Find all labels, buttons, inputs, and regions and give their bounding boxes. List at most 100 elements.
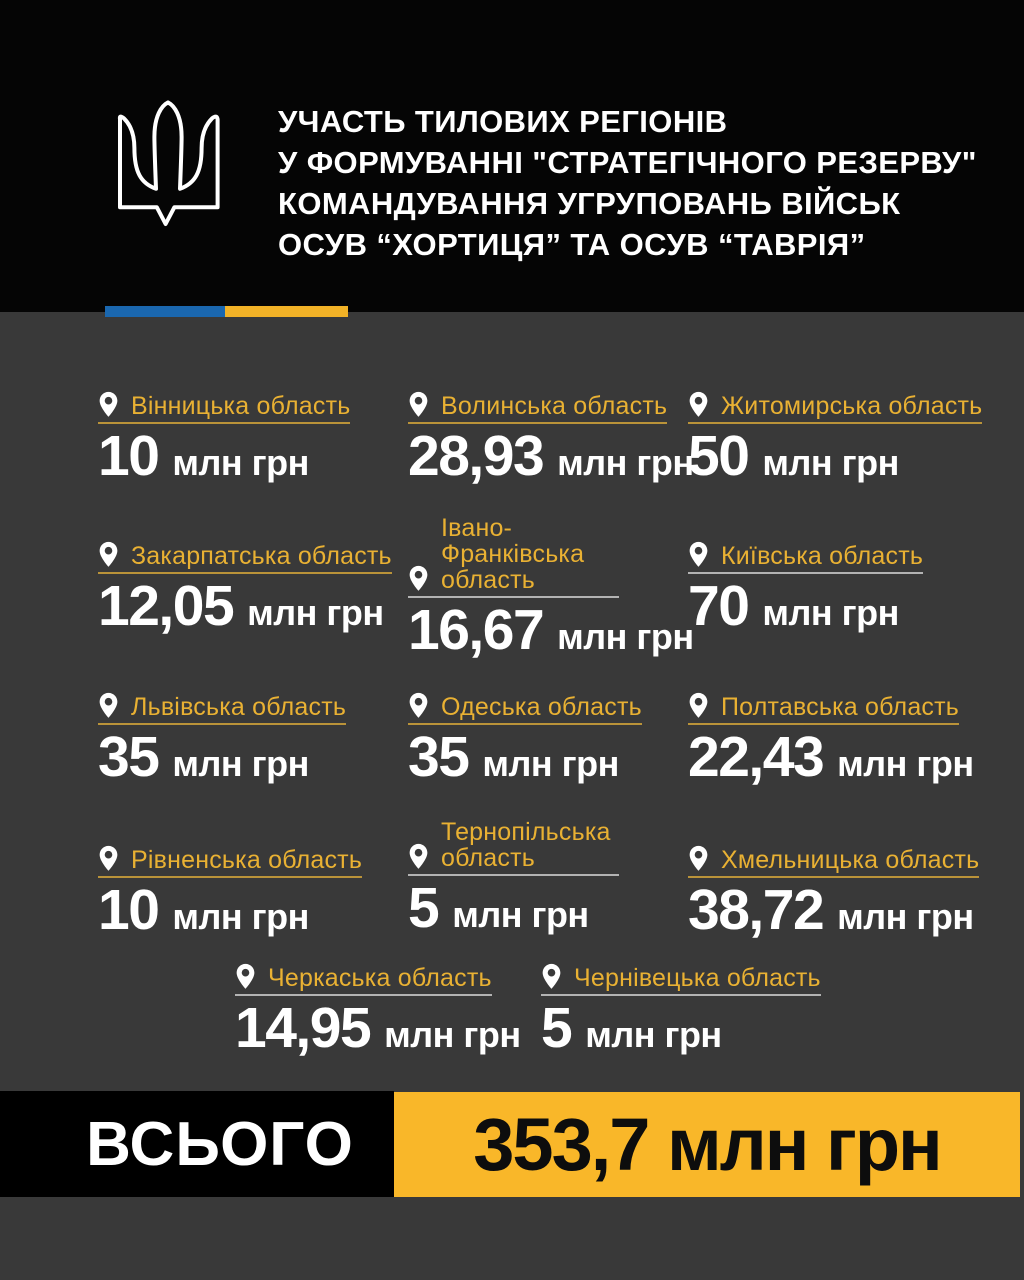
region-amount: 22,43 xyxy=(688,725,825,789)
region-entry: Хмельницька область 38,72 млн грн xyxy=(688,845,980,942)
region-unit: млн грн xyxy=(172,442,309,483)
region-value: 12,05 млн грн xyxy=(98,577,392,635)
region-name: Вінницька область xyxy=(131,392,351,420)
region-unit: млн грн xyxy=(452,894,589,935)
location-pin-icon xyxy=(99,391,118,417)
header-banner: УЧАСТЬ ТИЛОВИХ РЕГІОНІВ У ФОРМУВАННІ "СТ… xyxy=(0,0,1024,312)
region-amount: 35 xyxy=(408,725,470,789)
region-entry: Рівненська область 10 млн грн xyxy=(98,845,363,942)
region-entry: Житомирська область 50 млн грн xyxy=(688,391,983,488)
location-pin-icon xyxy=(542,963,561,989)
region-name: Житомирська область xyxy=(721,392,983,420)
region-label-row: Житомирська область xyxy=(688,391,983,424)
region-value: 16,67 млн грн xyxy=(408,598,694,662)
region-name: Одеська область xyxy=(441,693,642,721)
region-amount: 38,72 xyxy=(688,878,825,942)
region-amount: 16,67 xyxy=(408,598,545,662)
region-unit: млн грн xyxy=(557,616,694,657)
region-name: Чернівецька область xyxy=(574,964,821,992)
region-unit: млн грн xyxy=(762,442,899,483)
region-label-row: Одеська область xyxy=(408,692,642,725)
region-unit: млн грн xyxy=(384,1014,521,1055)
region-value: 5 млн грн xyxy=(541,996,821,1060)
region-value: 22,43 млн грн xyxy=(688,725,974,789)
flag-accent-bar xyxy=(105,306,348,317)
region-name: Львівська область xyxy=(131,693,347,721)
location-pin-icon xyxy=(99,845,118,871)
location-pin-icon xyxy=(689,541,708,567)
region-amount: 70 xyxy=(688,574,750,638)
region-label-row: Вінницька область xyxy=(98,391,351,424)
region-amount: 5 xyxy=(541,996,573,1060)
total-label-box: ВСЬОГО xyxy=(0,1091,394,1197)
region-amount: 35 xyxy=(98,725,160,789)
region-entry: Одеська область 35 млн грн xyxy=(408,692,642,789)
title-line: ОСУВ “ХОРТИЦЯ” ТА ОСУВ “ТАВРІЯ” xyxy=(278,227,866,262)
location-pin-icon xyxy=(409,692,428,718)
location-pin-icon xyxy=(99,692,118,718)
location-pin-icon xyxy=(409,843,428,869)
region-unit: млн грн xyxy=(837,743,974,784)
region-value: 38,72 млн грн xyxy=(688,878,979,942)
location-pin-icon xyxy=(99,541,118,567)
region-entry: Черкаська область 14,95 млн грн xyxy=(235,963,521,1060)
accent-yellow-segment xyxy=(225,306,348,317)
region-unit: млн грн xyxy=(482,743,619,784)
region-unit: млн грн xyxy=(172,743,309,784)
region-amount: 28,93 xyxy=(408,424,545,488)
title-line: УЧАСТЬ ТИЛОВИХ РЕГІОНІВ xyxy=(278,104,728,139)
total-value-box: 353,7 млн грн xyxy=(394,1092,1020,1197)
region-entry: Івано-Франківська область 16,67 млн грн xyxy=(408,514,694,662)
region-value: 5 млн грн xyxy=(408,876,619,940)
region-entry: Київська область 70 млн грн xyxy=(688,541,924,638)
region-label-row: Черкаська область xyxy=(235,963,492,996)
region-entry: Вінницька область 10 млн грн xyxy=(98,391,351,488)
region-name: Рівненська область xyxy=(131,846,363,874)
region-amount: 10 xyxy=(98,878,160,942)
region-label-row: Волинська область xyxy=(408,391,668,424)
region-label-row: Рівненська область xyxy=(98,845,363,878)
location-pin-icon xyxy=(689,391,708,417)
region-value: 35 млн грн xyxy=(408,725,642,789)
region-entry: Полтавська область 22,43 млн грн xyxy=(688,692,974,789)
region-unit: млн грн xyxy=(585,1014,722,1055)
total-value: 353,7 млн грн xyxy=(473,1103,942,1186)
region-value: 14,95 млн грн xyxy=(235,996,521,1060)
accent-blue-segment xyxy=(105,306,225,317)
region-name: Київська область xyxy=(721,542,924,570)
region-amount: 5 xyxy=(408,876,440,940)
region-unit: млн грн xyxy=(247,592,384,633)
region-value: 10 млн грн xyxy=(98,878,362,942)
region-amount: 14,95 xyxy=(235,996,372,1060)
region-name: Закарпатська область xyxy=(131,542,392,570)
region-name: Полтавська область xyxy=(721,693,960,721)
region-label-row: Полтавська область xyxy=(688,692,960,725)
location-pin-icon xyxy=(409,391,428,417)
region-value: 35 млн грн xyxy=(98,725,346,789)
region-label-row: Закарпатська область xyxy=(98,541,392,574)
location-pin-icon xyxy=(689,692,708,718)
region-label-row: Чернівецька область xyxy=(541,963,821,996)
region-label-row: Львівська область xyxy=(98,692,347,725)
region-unit: млн грн xyxy=(762,592,899,633)
region-unit: млн грн xyxy=(557,442,694,483)
title-line: У ФОРМУВАННІ "СТРАТЕГІЧНОГО РЕЗЕРВУ" xyxy=(278,145,977,180)
region-amount: 10 xyxy=(98,424,160,488)
title-line: КОМАНДУВАННЯ УГРУПОВАНЬ ВІЙСЬК xyxy=(278,186,901,221)
ukraine-trident-icon xyxy=(117,100,220,226)
region-entry: Закарпатська область 12,05 млн грн xyxy=(98,541,392,635)
region-name: Хмельницька область xyxy=(721,846,980,874)
location-pin-icon xyxy=(409,565,428,591)
region-entry: Волинська область 28,93 млн грн xyxy=(408,391,694,488)
region-value: 70 млн грн xyxy=(688,574,923,638)
region-label-row: Хмельницька область xyxy=(688,845,980,878)
location-pin-icon xyxy=(236,963,255,989)
region-amount: 50 xyxy=(688,424,750,488)
region-entry: Тернопільська область 5 млн грн xyxy=(408,819,619,940)
region-name: Волинська область xyxy=(441,392,668,420)
location-pin-icon xyxy=(689,845,708,871)
region-value: 50 млн грн xyxy=(688,424,982,488)
page-title: УЧАСТЬ ТИЛОВИХ РЕГІОНІВ У ФОРМУВАННІ "СТ… xyxy=(278,101,977,265)
region-name: Івано-Франківська область xyxy=(441,514,585,594)
